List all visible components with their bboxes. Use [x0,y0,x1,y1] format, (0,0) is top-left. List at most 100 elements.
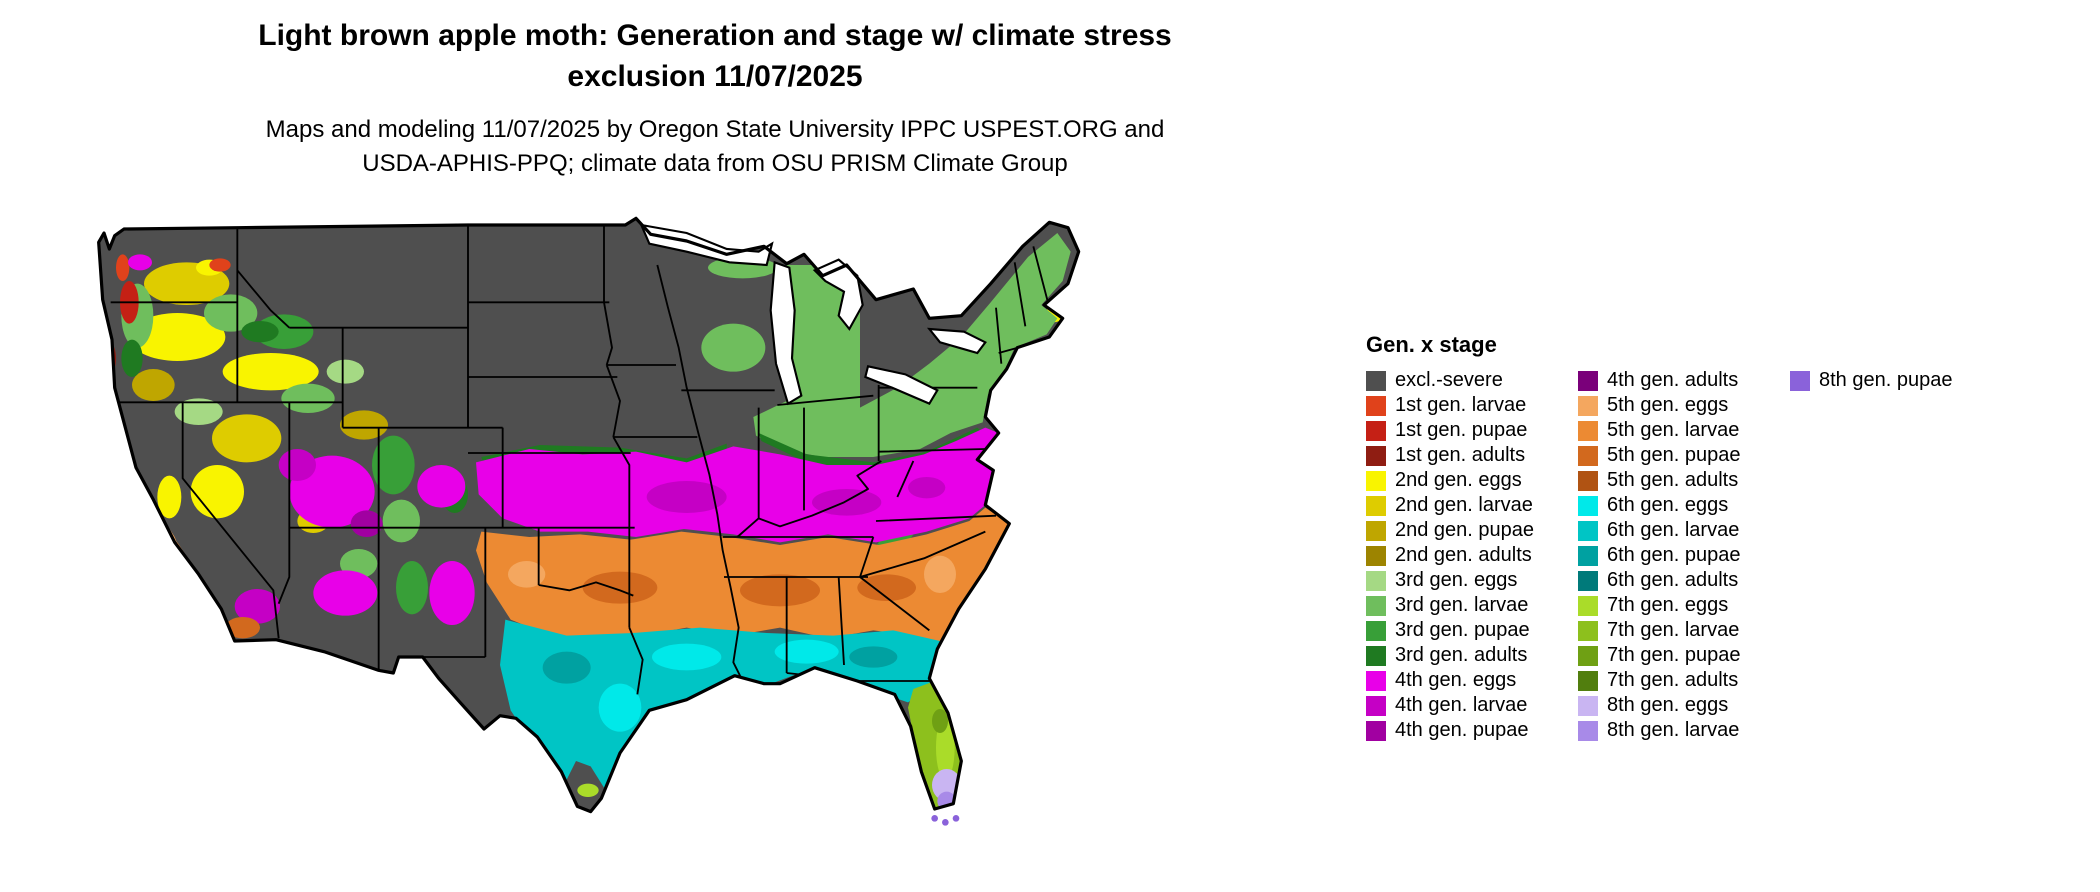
legend-item-g5_adults: 5th gen. adults [1578,468,1790,493]
legend-item-g7_pupae: 7th gen. pupae [1578,643,1790,668]
great-lakes [639,223,987,406]
legend-item-label: 7th gen. eggs [1607,594,1729,616]
legend-item-g6_larvae: 6th gen. larvae [1578,518,1790,543]
legend-columns: excl.-severe 1st gen. larvae 1st gen. pupa… [1366,368,2002,743]
generation-bands [476,233,1071,812]
subtitle-line-1: Maps and modeling 11/07/2025 by Oregon S… [265,116,1165,143]
legend-item-g6_adults: 6th gen. adults [1578,568,1790,593]
legend-item-label: 6th gen. pupae [1607,544,1741,566]
legend-item-g1_pupae: 1st gen. pupae [1366,418,1578,443]
legend-swatch [1366,720,1386,741]
legend-swatch [1578,645,1598,666]
legend-item-label: 5th gen. eggs [1607,394,1729,416]
region-south-texas-7th-gen [577,783,599,797]
legend-item-g2_eggs: 2nd gen. eggs [1366,468,1578,493]
legend-item-label: 8th gen. larvae [1607,719,1740,741]
legend-swatch [1366,595,1386,616]
legend-swatch [1578,370,1598,391]
legend-swatch [1578,395,1598,416]
legend-swatch [1578,620,1598,641]
legend-swatch [1578,520,1598,541]
legend-item-label: 7th gen. pupae [1607,644,1741,666]
legend-swatch [1578,445,1598,466]
legend-swatch [1366,445,1386,466]
legend-item-g2_adults: 2nd gen. adults [1366,543,1578,568]
legend-item-label: 5th gen. adults [1607,469,1739,491]
us-outline [97,216,1081,814]
legend-swatch [1366,420,1386,441]
legend-swatch [1578,420,1598,441]
legend-swatch [1578,670,1598,691]
legend-item-label: 4th gen. pupae [1395,719,1529,741]
legend-swatch [1790,370,1810,391]
lake-superior [639,223,774,267]
legend-item-label: 4th gen. eggs [1395,669,1517,691]
legend-swatch [1578,570,1598,591]
florida-keys [931,815,960,826]
legend-item-label: 3rd gen. eggs [1395,569,1518,591]
legend-item-g5_larvae: 5th gen. larvae [1578,418,1790,443]
legend-item-g3_adults: 3rd gen. adults [1366,643,1578,668]
legend-item-label: 6th gen. larvae [1607,519,1740,541]
legend-item-g8_eggs: 8th gen. eggs [1578,693,1790,718]
legend-item-g3_eggs: 3rd gen. eggs [1366,568,1578,593]
legend-item-label: 3rd gen. adults [1395,644,1528,666]
legend-item-g7_larvae: 7th gen. larvae [1578,618,1790,643]
legend-swatch [1366,645,1386,666]
legend-item-label: 6th gen. adults [1607,569,1739,591]
title-line-1: Light brown apple moth: Generation and s… [258,19,1172,52]
lake-erie [864,365,939,406]
legend-item-g5_pupae: 5th gen. pupae [1578,443,1790,468]
legend-item-g8_larvae: 8th gen. larvae [1578,718,1790,743]
legend-item-label: 7th gen. adults [1607,669,1739,691]
legend-swatch [1366,695,1386,716]
legend-item-g2_pupae: 2nd gen. pupae [1366,518,1578,543]
map-subtitle: Maps and modeling 11/07/2025 by Oregon S… [0,113,1430,180]
legend-item-label: 1st gen. larvae [1395,394,1527,416]
legend-item-label: 1st gen. adults [1395,444,1526,466]
legend-item-g4_larvae: 4th gen. larvae [1366,693,1578,718]
legend-item-label: 1st gen. pupae [1395,419,1528,441]
legend-item-g2_larvae: 2nd gen. larvae [1366,493,1578,518]
legend-item-label: 4th gen. larvae [1395,694,1528,716]
band-6th-gen [500,619,940,812]
legend-item-g7_adults: 7th gen. adults [1578,668,1790,693]
legend-item-label: 2nd gen. pupae [1395,519,1535,541]
legend-item-g4_eggs: 4th gen. eggs [1366,668,1578,693]
legend-item-label: 2nd gen. eggs [1395,469,1522,491]
legend-item-label: 2nd gen. larvae [1395,494,1533,516]
band-3rd-gen [753,233,1071,457]
legend: Gen. x stage excl.-severe 1st gen. larvae… [1366,332,2002,743]
legend-item-g1_adults: 1st gen. adults [1366,443,1578,468]
legend-item-label: 5th gen. larvae [1607,419,1740,441]
legend-column: 4th gen. adults 5th gen. eggs 5th gen. lar… [1578,368,1790,743]
legend-title: Gen. x stage [1366,332,1497,357]
legend-swatch [1578,470,1598,491]
header: Light brown apple moth: Generation and s… [0,16,1430,180]
legend-column: excl.-severe 1st gen. larvae 1st gen. pupa… [1366,368,1578,743]
legend-swatch [1578,545,1598,566]
legend-item-excl_severe: excl.-severe [1366,368,1578,393]
legend-item-label: 8th gen. eggs [1607,694,1729,716]
legend-item-label: 3rd gen. larvae [1395,594,1529,616]
legend-swatch [1366,395,1386,416]
legend-item-g6_eggs: 6th gen. eggs [1578,493,1790,518]
legend-item-g7_eggs: 7th gen. eggs [1578,593,1790,618]
legend-swatch [1366,545,1386,566]
us-map [60,182,1260,860]
legend-swatch [1366,570,1386,591]
legend-item-label: 6th gen. eggs [1607,494,1729,516]
legend-item-g8_pupae: 8th gen. pupae [1790,368,2002,393]
title-line-2: exclusion 11/07/2025 [567,59,863,93]
legend-swatch [1366,470,1386,491]
lake-ontario [926,327,987,355]
legend-item-g4_adults: 4th gen. adults [1578,368,1790,393]
legend-item-g6_pupae: 6th gen. pupae [1578,543,1790,568]
legend-swatch [1366,495,1386,516]
band-5th-gen [476,507,1010,644]
lake-michigan [769,260,803,406]
legend-item-g1_larvae: 1st gen. larvae [1366,393,1578,418]
legend-swatch [1366,520,1386,541]
map-title: Light brown apple moth: Generation and s… [0,16,1430,97]
legend-column: 8th gen. pupae [1790,368,2002,393]
